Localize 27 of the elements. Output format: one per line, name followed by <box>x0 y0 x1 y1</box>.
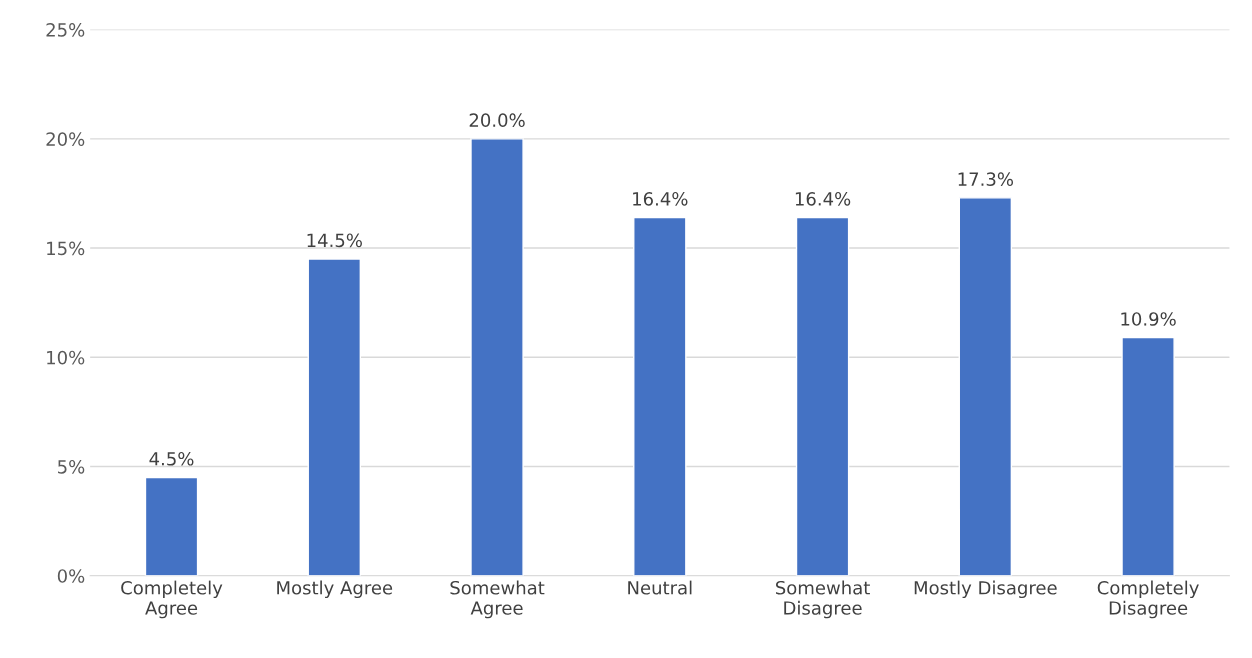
bar <box>470 138 524 576</box>
x-tick-label: Mostly Disagree <box>914 580 1057 599</box>
y-tick-label: 5% <box>58 459 85 474</box>
x-tick-label: Somewhat Agree <box>450 580 545 619</box>
bar <box>1121 336 1175 576</box>
data-label: 4.5% <box>149 451 194 466</box>
data-label: 20.0% <box>469 113 525 128</box>
data-label: 14.5% <box>307 233 362 248</box>
data-label: 16.4% <box>795 191 851 206</box>
bar <box>144 476 199 576</box>
y-tick-label: 20% <box>46 132 85 146</box>
data-label: 17.3% <box>958 172 1014 186</box>
bar <box>795 216 850 576</box>
y-tick-label: 25% <box>46 23 85 37</box>
x-tick-label: Completely Agree <box>121 580 223 619</box>
x-tick-label: Neutral <box>628 580 692 595</box>
bar <box>633 216 687 576</box>
y-tick-label: 10% <box>47 350 85 365</box>
bar <box>958 197 1013 576</box>
data-label: 10.9% <box>1121 312 1176 326</box>
x-tick-label: Mostly Agree <box>277 580 393 599</box>
x-tick-label: Completely Disagree <box>1097 580 1199 619</box>
bar <box>307 258 362 576</box>
y-tick-label: 0% <box>57 569 85 583</box>
data-label: 16.4% <box>633 191 688 206</box>
y-tick-label: 15% <box>47 241 85 256</box>
x-tick-label: Somewhat Disagree <box>775 580 870 619</box>
